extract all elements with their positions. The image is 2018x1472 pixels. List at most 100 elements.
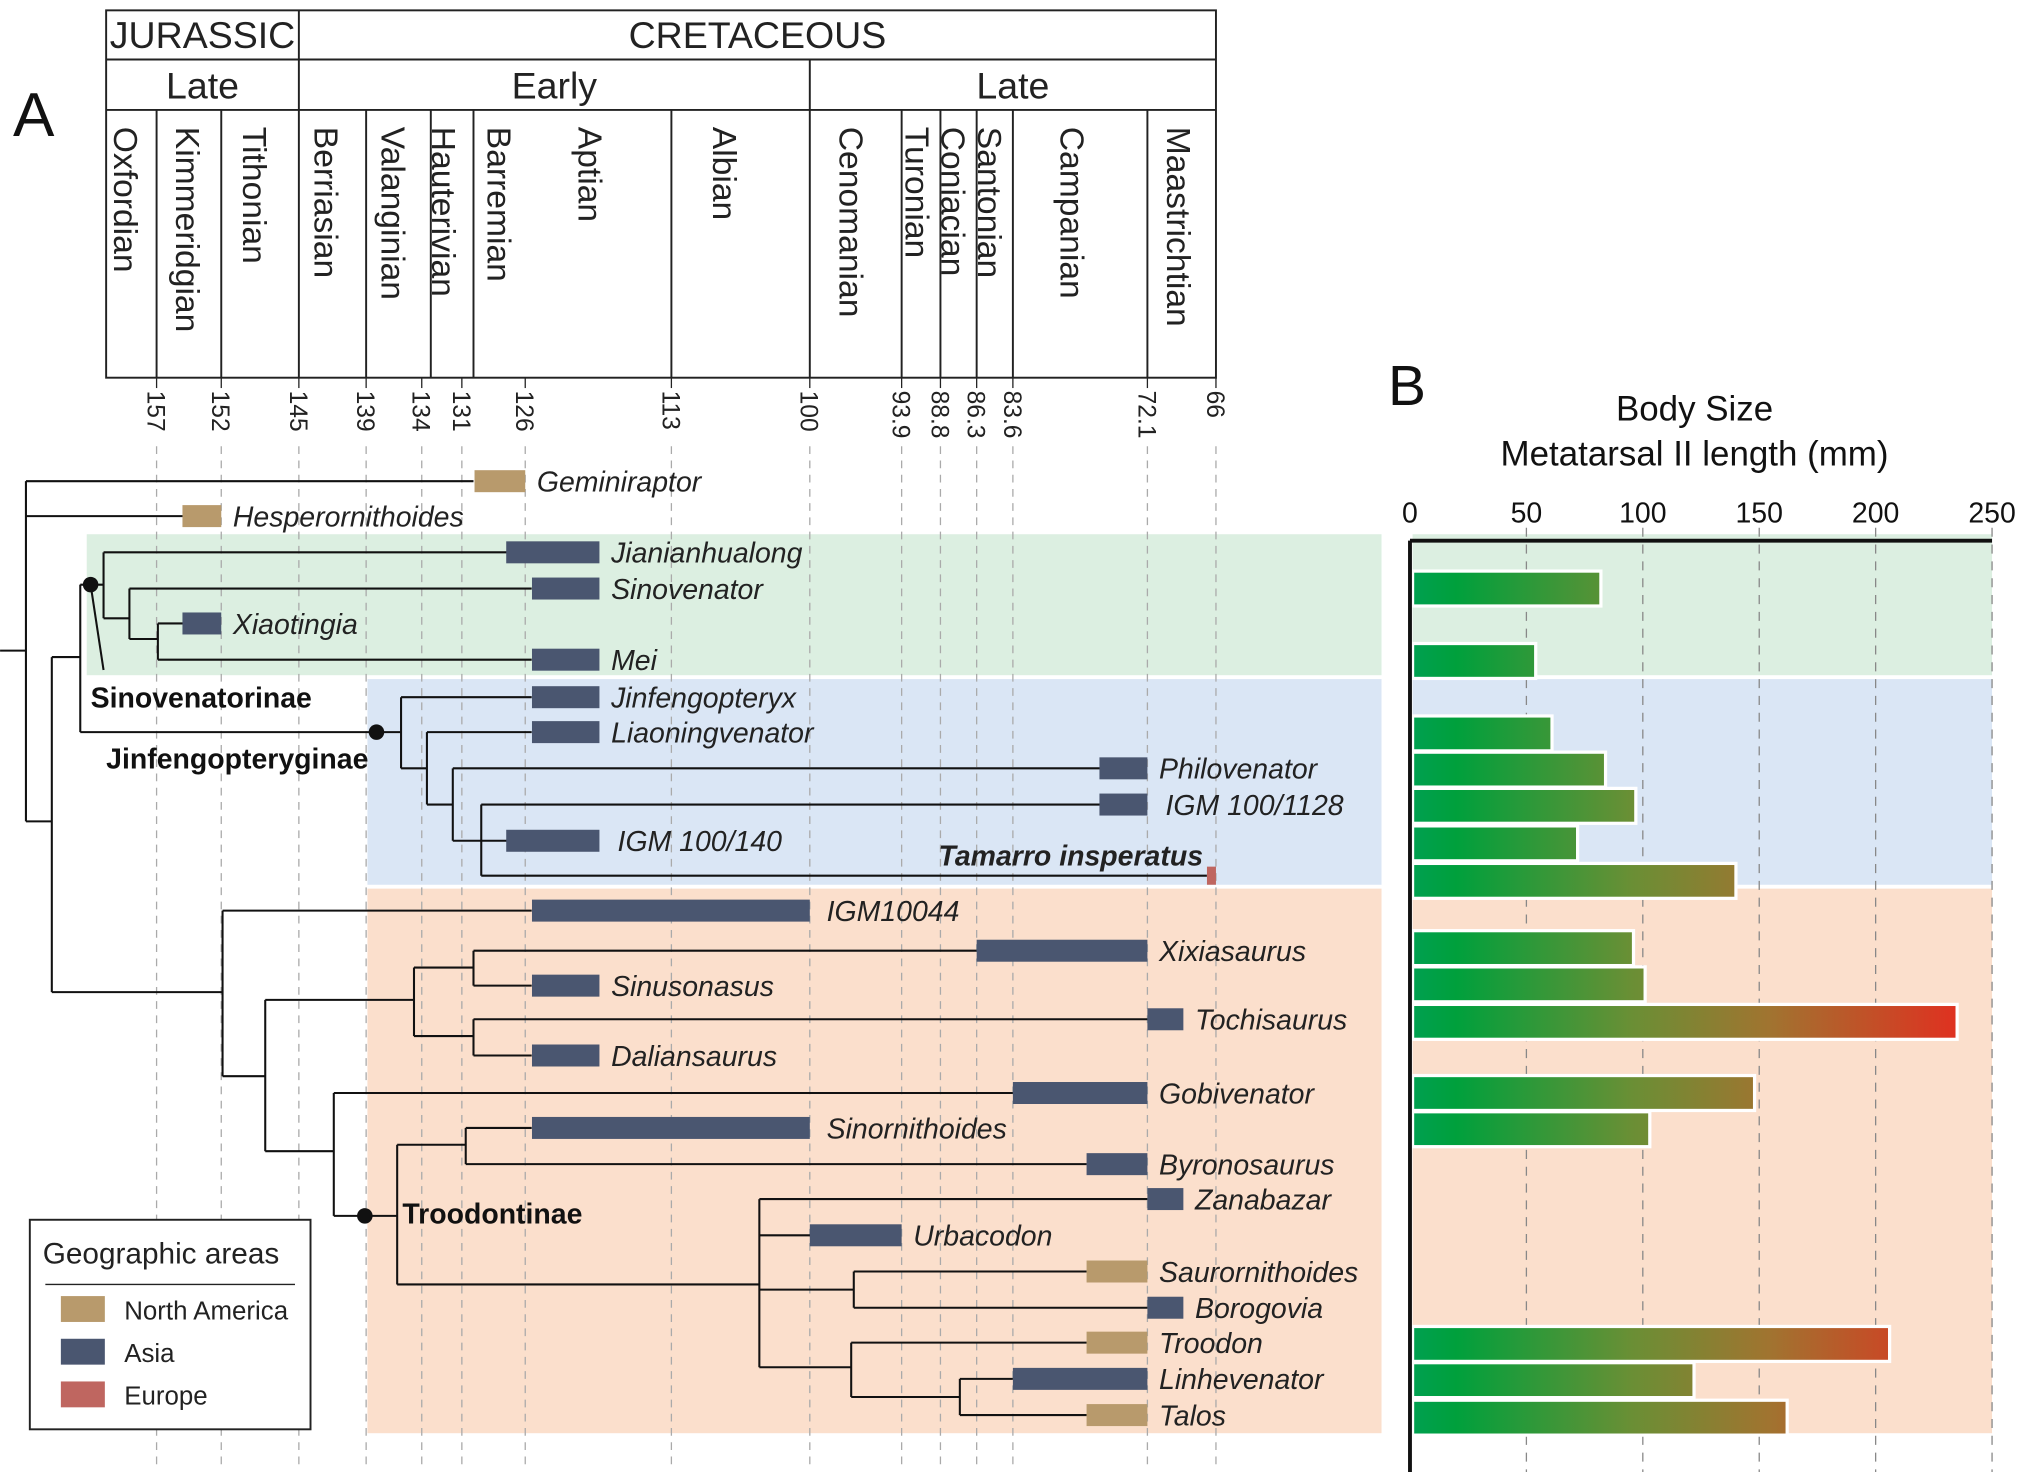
clade-bands bbox=[86, 534, 1993, 1434]
tick-label: 100 bbox=[795, 391, 822, 432]
stage-label: Kimmeridgian bbox=[168, 127, 205, 333]
taxon-label: IGM 100/140 bbox=[618, 826, 783, 858]
range-bar bbox=[182, 612, 222, 635]
taxon-label: Urbacodon bbox=[913, 1221, 1052, 1253]
legend-swatch bbox=[60, 1381, 105, 1408]
taxon-label: Geminiraptor bbox=[537, 467, 703, 499]
chart-title: Body Size bbox=[1616, 389, 1773, 428]
panel-label-a: A bbox=[13, 81, 55, 150]
tick-label: 157 bbox=[142, 391, 169, 432]
range-bar bbox=[1086, 1153, 1148, 1176]
body-size-bar bbox=[1410, 965, 1647, 1004]
range-bar bbox=[531, 974, 600, 997]
taxon-label: Borogovia bbox=[1195, 1293, 1323, 1325]
clade-label: Sinovenatorinae bbox=[91, 683, 312, 715]
body-size-bar bbox=[1410, 929, 1636, 968]
body-size-bar bbox=[1410, 786, 1638, 825]
body-size-bar bbox=[1410, 750, 1608, 789]
stage-label: Santonian bbox=[970, 127, 1007, 278]
x-tick-label: 200 bbox=[1852, 498, 1899, 530]
range-bar bbox=[1012, 1367, 1148, 1390]
tick-label: 139 bbox=[351, 391, 378, 432]
range-bar bbox=[531, 1044, 600, 1067]
range-bar bbox=[531, 577, 600, 600]
range-bar bbox=[1147, 1008, 1184, 1031]
body-size-bar bbox=[1410, 824, 1580, 863]
tick-label: 66 bbox=[1201, 391, 1228, 418]
range-bar bbox=[531, 648, 600, 671]
stage-label: Hauterivian bbox=[424, 127, 461, 297]
clade-node-dot bbox=[368, 724, 385, 740]
tick-label: 93.9 bbox=[887, 391, 914, 439]
range-bar bbox=[1147, 1188, 1184, 1211]
taxon-label: Jinfengopteryx bbox=[610, 683, 798, 715]
phylogenetic-tree: Sinovenatorinae Jinfengopteryginae Troodon… bbox=[0, 480, 1207, 1417]
range-bar bbox=[474, 470, 526, 493]
x-tick-label: 150 bbox=[1736, 498, 1783, 530]
range-bar bbox=[506, 541, 600, 564]
tick-label: 88.8 bbox=[925, 391, 952, 439]
taxon-label: Byronosaurus bbox=[1159, 1149, 1334, 1181]
body-size-bar bbox=[1410, 861, 1738, 900]
tick-label: 83.6 bbox=[998, 391, 1025, 439]
range-bar bbox=[531, 899, 810, 922]
body-size-bar bbox=[1410, 1110, 1652, 1149]
tick-label: 145 bbox=[284, 391, 311, 432]
taxon-label: Liaoningvenator bbox=[611, 717, 815, 749]
tick-label: 134 bbox=[407, 391, 434, 432]
stage-label: Aptian bbox=[570, 127, 607, 222]
taxon-label: Tamarro insperatus bbox=[939, 840, 1203, 872]
taxon-label: Jianianhualong bbox=[610, 538, 803, 570]
clade-node-dot bbox=[82, 576, 99, 593]
range-bar bbox=[976, 939, 1148, 962]
stratigraphic-range-bars: Geminiraptor Hesperornithoides Jianianhual… bbox=[182, 467, 1358, 1432]
range-bar bbox=[1206, 866, 1216, 885]
clade-label: Jinfengopteryginae bbox=[106, 743, 368, 775]
taxon-label: IGM10044 bbox=[827, 896, 960, 928]
x-tick-label: 50 bbox=[1511, 498, 1543, 530]
stage-label: Turonian bbox=[898, 127, 935, 258]
legend-item-label: North America bbox=[124, 1297, 288, 1325]
stage-label: Albian bbox=[705, 127, 742, 220]
range-bar bbox=[531, 1116, 810, 1139]
body-size-bar bbox=[1410, 1324, 1892, 1364]
tick-label: 113 bbox=[656, 391, 683, 430]
taxon-label: Gobivenator bbox=[1159, 1078, 1315, 1110]
taxon-label: Saurornithoides bbox=[1159, 1257, 1358, 1289]
epoch-label: Late bbox=[166, 64, 239, 106]
body-size-bar bbox=[1410, 1073, 1757, 1113]
taxon-label: Tochisaurus bbox=[1195, 1005, 1347, 1037]
taxon-label: IGM 100/1128 bbox=[1166, 790, 1344, 822]
taxon-label: Sinovenator bbox=[611, 574, 764, 606]
range-bar bbox=[1147, 1296, 1184, 1319]
taxon-label: Zanabazar bbox=[1194, 1184, 1332, 1216]
x-tick-label: 250 bbox=[1968, 498, 2015, 530]
taxon-label: Mei bbox=[611, 645, 658, 677]
range-bar bbox=[1086, 1404, 1148, 1427]
timescale-header: JURASSIC CRETACEOUS Late Early Late Oxfordian… bbox=[105, 9, 1228, 439]
stage-label: Tithonian bbox=[235, 127, 272, 264]
timescale-border bbox=[105, 9, 1217, 379]
tick-label: 126 bbox=[510, 391, 537, 432]
stage-label: Campanian bbox=[1053, 127, 1090, 299]
legend-item-label: Asia bbox=[124, 1340, 175, 1368]
taxon-label: Daliansaurus bbox=[611, 1041, 777, 1073]
body-size-bar bbox=[1410, 569, 1603, 608]
tick-label: 86.3 bbox=[962, 391, 989, 439]
tick-label: 131 bbox=[447, 391, 474, 432]
stage-label: Cenomanian bbox=[832, 127, 869, 318]
clade-label: Troodontinae bbox=[402, 1199, 582, 1231]
legend-title: Geographic areas bbox=[43, 1238, 280, 1271]
taxon-label: Xixiasaurus bbox=[1158, 936, 1306, 968]
epoch-label: Early bbox=[512, 64, 598, 106]
legend: Geographic areas North America Asia Europe bbox=[28, 1218, 312, 1431]
stage-label: Barremian bbox=[480, 127, 517, 282]
chart-subtitle: Metatarsal II length (mm) bbox=[1501, 435, 1889, 474]
taxon-label: Hesperornithoides bbox=[233, 501, 464, 533]
taxon-label: Philovenator bbox=[1159, 754, 1319, 786]
range-bar bbox=[1099, 757, 1148, 780]
panel-label-b: B bbox=[1388, 354, 1426, 418]
x-tick-label: 100 bbox=[1619, 498, 1666, 530]
range-bar bbox=[809, 1224, 902, 1247]
